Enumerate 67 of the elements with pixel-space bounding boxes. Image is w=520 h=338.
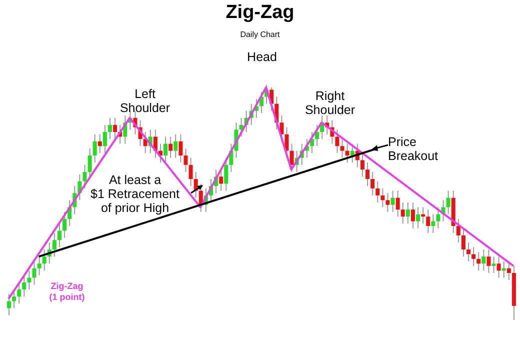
candlestick [410,202,415,229]
candlestick [62,211,67,238]
candlestick [482,249,486,272]
candlestick [396,190,400,218]
candlestick [102,124,107,154]
candlestick [335,129,340,154]
candlestick [416,206,420,229]
candlestick [472,246,476,266]
annotation: (1 point) [48,292,86,303]
chart-title: Zig-Zag [224,2,296,24]
candlestick [17,282,22,304]
candlestick [446,190,450,215]
candlestick [219,169,224,192]
candlestick [27,270,32,290]
candlestick [466,242,471,262]
candlestick [380,188,385,208]
candlestick [426,209,430,234]
candlestick [315,124,320,147]
candlestick [486,249,491,274]
candlestick [174,134,178,158]
text: Head [246,50,278,64]
candlestick [290,143,294,172]
candlestick [82,164,87,189]
candlestick [168,136,173,158]
candlestick [506,260,511,281]
annotation: Right Shoulder [304,89,356,117]
candlestick [390,190,395,212]
candlestick [436,206,440,229]
chart-subtitle: Daily Chart [239,30,281,39]
candlestick [340,138,344,158]
candlestick [456,218,460,243]
candlestick [492,256,496,274]
candlestick [57,223,62,248]
candlestick [42,249,46,272]
candlestick [376,180,380,203]
candlestick [360,152,364,178]
candlestick [37,256,42,276]
candlestick [7,294,11,316]
candlestick [108,117,112,140]
candlestick [88,148,92,180]
candlestick [32,260,36,286]
annotation: $1 Retracement [90,187,180,201]
candlestick [22,274,26,297]
candlestick [164,136,168,164]
candlestick [431,214,436,234]
candlestick [496,256,501,278]
candlestick [52,232,56,258]
candlestick [184,148,188,172]
candlestick [476,251,481,272]
annotation: Zig-Zag [50,281,84,292]
candlestick [366,162,370,187]
candlestick [461,228,466,258]
candlestick [98,134,102,154]
candlestick [224,157,228,192]
candlestick [188,157,193,187]
candlestick [400,202,405,224]
candlestick [92,134,97,164]
annotation: of prior High [100,201,170,215]
candlestick [345,143,350,164]
annotation: At least a [108,173,162,187]
candlestick [113,117,118,140]
annotation: Left Shoulder [118,87,172,115]
candlestick [406,202,410,224]
candlestick [370,171,375,196]
annotation: Price Breakout [388,135,440,163]
candlestick [178,134,183,164]
candlestick [386,192,390,212]
